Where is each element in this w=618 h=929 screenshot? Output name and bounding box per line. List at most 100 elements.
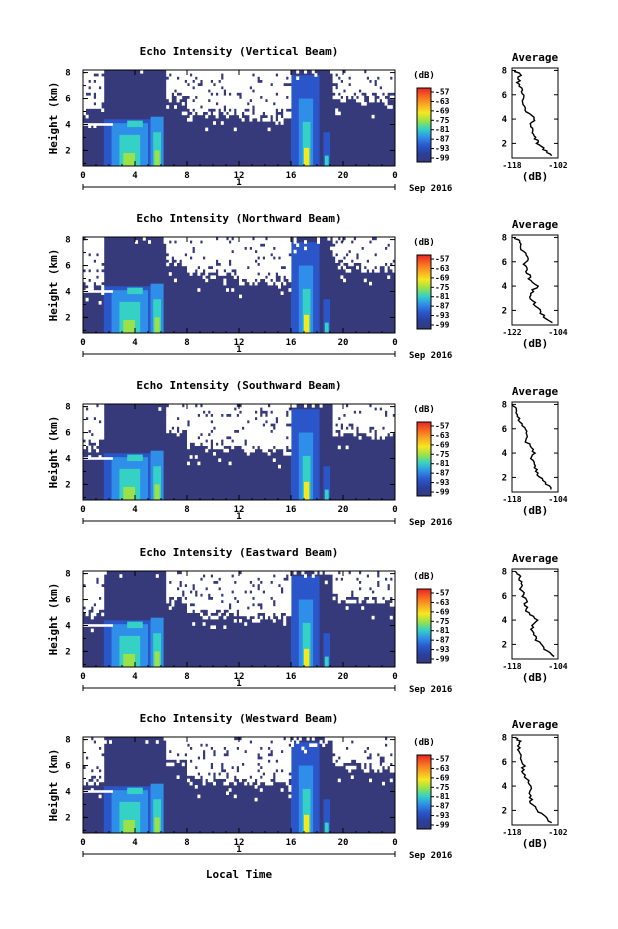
missing-cell <box>288 749 292 754</box>
missing-cell <box>187 609 190 613</box>
missing-cell <box>324 737 328 741</box>
missing-cell <box>335 753 339 757</box>
missing-cell <box>226 791 229 795</box>
missing-cell <box>83 108 86 112</box>
missing-cell <box>241 243 245 247</box>
missing-cell <box>223 439 227 443</box>
missing-cell <box>246 580 250 585</box>
missing-cell <box>93 436 97 440</box>
missing-cell <box>254 759 258 763</box>
missing-cell <box>267 574 271 578</box>
missing-cell <box>223 772 227 776</box>
missing-cell <box>265 743 268 747</box>
missing-cell <box>215 762 219 767</box>
missing-cell <box>181 753 185 757</box>
missing-cell <box>205 102 209 106</box>
missing-cell <box>285 92 289 96</box>
missing-cell <box>257 118 261 122</box>
missing-cell <box>345 70 349 74</box>
missing-cell <box>231 596 235 601</box>
missing-cell <box>96 92 99 96</box>
missing-cell <box>369 596 372 601</box>
missing-cell <box>283 609 287 613</box>
missing-cell <box>168 753 172 757</box>
missing-cell <box>304 246 307 251</box>
missing-cell <box>283 445 287 450</box>
colorbar-tick-label: -69 <box>435 273 450 282</box>
missing-cell <box>101 429 105 434</box>
missing-cell <box>371 82 375 87</box>
missing-cell <box>278 237 281 241</box>
missing-cell <box>254 746 258 751</box>
missing-cell <box>98 753 102 757</box>
missing-cell <box>369 778 372 783</box>
missing-cell <box>340 246 344 251</box>
missing-cell <box>304 404 307 408</box>
missing-cell <box>291 404 294 408</box>
missing-cell <box>283 413 287 418</box>
missing-cell <box>343 759 346 763</box>
missing-cell <box>168 249 172 254</box>
missing-cell <box>88 432 92 437</box>
missing-cell <box>85 79 89 84</box>
missing-cell <box>101 599 105 604</box>
missing-cell <box>246 76 250 80</box>
missing-cell <box>319 404 323 408</box>
missing-cell <box>220 92 224 96</box>
missing-cell <box>285 86 289 90</box>
missing-cell <box>369 593 372 597</box>
missing-cell <box>228 442 232 446</box>
missing-cell <box>249 420 253 424</box>
missing-cell <box>246 587 250 591</box>
missing-cell <box>257 599 261 604</box>
missing-cell <box>174 593 177 597</box>
colorbar-unit: (dB) <box>413 71 435 81</box>
missing-cell <box>174 749 177 754</box>
missing-cell <box>374 737 378 741</box>
missing-cell <box>280 246 284 251</box>
missing-cell <box>166 420 170 424</box>
missing-cell <box>200 740 203 744</box>
missing-cell <box>202 92 206 96</box>
missing-cell <box>262 596 266 601</box>
missing-cell <box>278 281 281 286</box>
missing-cell <box>220 259 224 263</box>
missing-cell <box>202 596 206 601</box>
missing-cell <box>220 82 224 87</box>
missing-cell <box>220 571 224 575</box>
missing-cell <box>337 737 341 741</box>
missing-cell <box>335 574 339 578</box>
missing-cell <box>275 749 279 754</box>
missing-cell <box>93 423 97 427</box>
missing-cell <box>275 574 279 578</box>
missing-cell <box>96 246 99 251</box>
missing-cell <box>363 249 367 254</box>
missing-cell <box>98 278 102 283</box>
missing-cell <box>270 420 274 424</box>
missing-cell <box>205 737 209 741</box>
missing-cell <box>332 79 336 84</box>
missing-cell <box>171 753 175 757</box>
missing-cell <box>207 256 211 260</box>
missing-cell <box>288 596 292 601</box>
missing-cell <box>90 95 94 100</box>
missing-cell <box>233 769 237 773</box>
missing-cell <box>200 256 203 260</box>
missing-cell <box>374 749 378 754</box>
missing-cell <box>262 769 266 773</box>
missing-cell <box>363 407 367 411</box>
missing-cell <box>239 108 242 112</box>
missing-cell <box>358 253 362 257</box>
missing-cell <box>246 272 250 276</box>
missing-cell <box>202 743 206 747</box>
missing-cell <box>192 102 196 106</box>
missing-cell <box>332 749 336 754</box>
missing-cell <box>345 259 349 263</box>
missing-cell <box>356 259 359 263</box>
missing-cell <box>376 413 380 418</box>
missing-cell <box>85 571 89 575</box>
missing-cell <box>239 262 242 267</box>
missing-cell <box>285 246 289 251</box>
missing-cell <box>379 743 383 747</box>
missing-cell <box>265 429 268 434</box>
